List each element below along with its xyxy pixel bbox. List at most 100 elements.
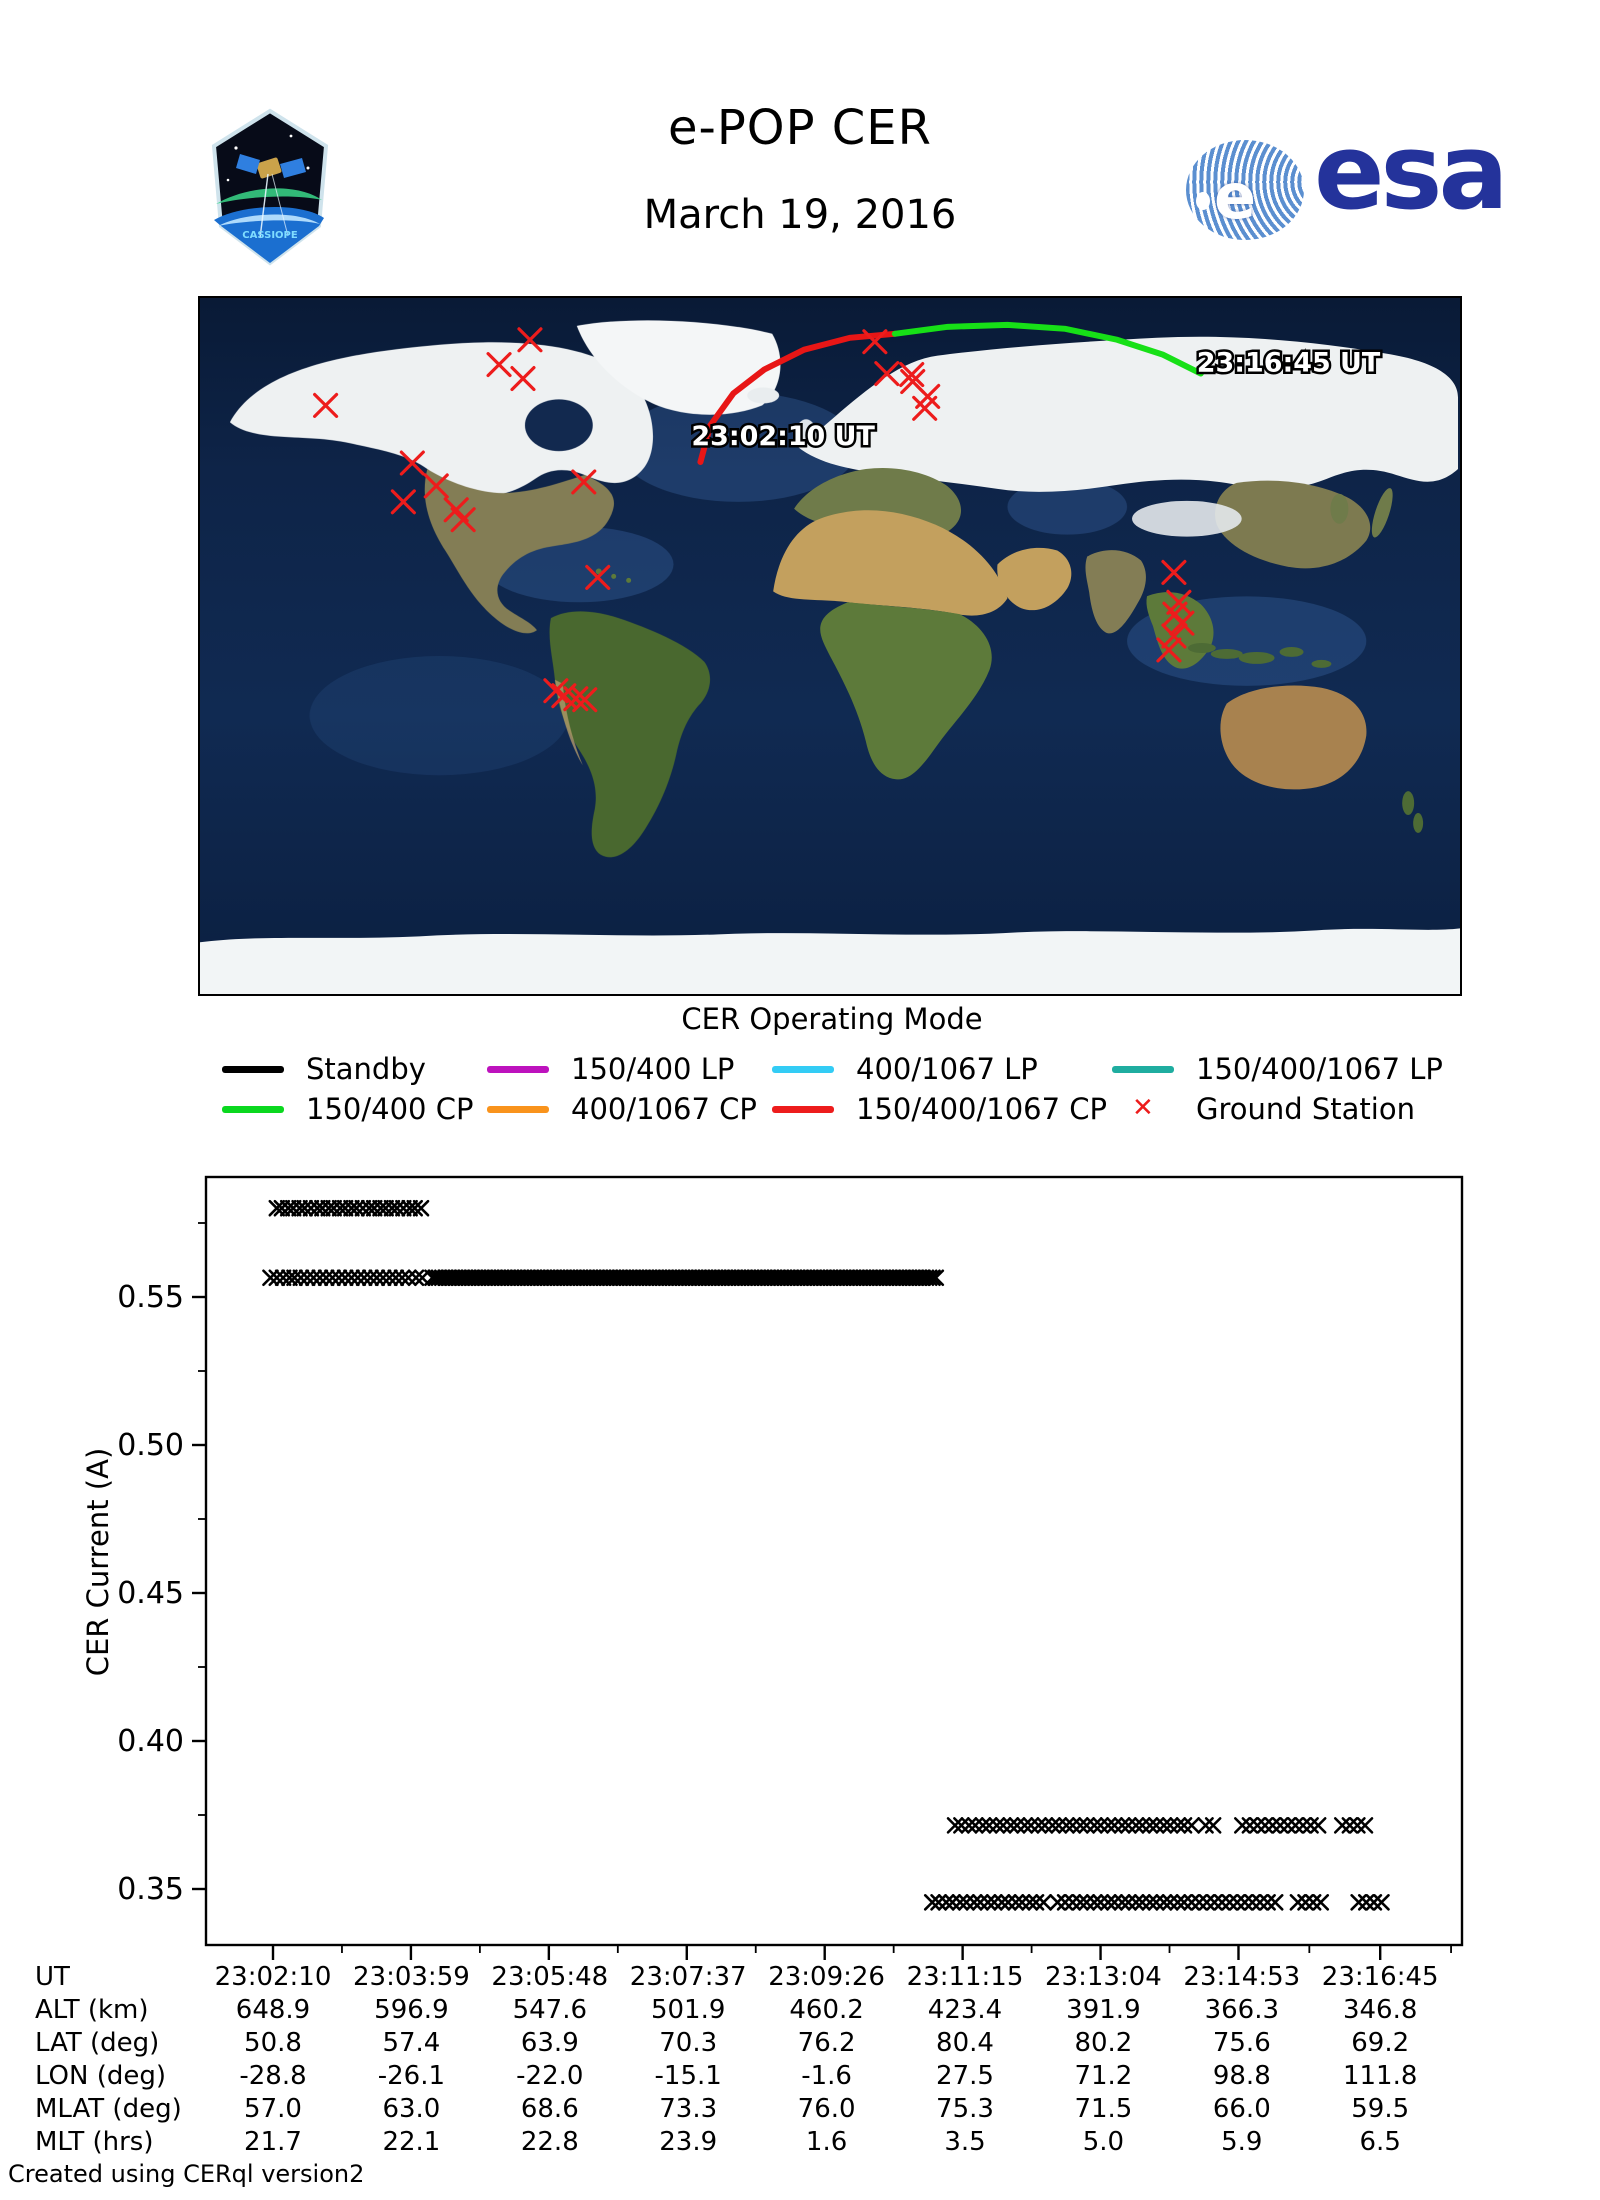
legend-item-label: 150/400 LP — [571, 1052, 735, 1086]
data-point — [360, 1199, 378, 1217]
table-cell: 76.2 — [797, 2028, 856, 2058]
table-cell: 27.5 — [936, 2061, 994, 2091]
table-cell: 70.3 — [659, 2028, 718, 2058]
data-point — [1279, 1817, 1297, 1834]
data-point — [1072, 1817, 1089, 1834]
data-point — [923, 1894, 941, 1911]
table-cell: 423.4 — [927, 1995, 1003, 2025]
data-point — [1141, 1817, 1159, 1834]
data-point — [262, 1269, 279, 1287]
table-cell: 5.0 — [1082, 2127, 1125, 2157]
table-cell: 75.3 — [936, 2094, 994, 2124]
data-point — [268, 1269, 286, 1287]
ground-station-marker — [390, 489, 416, 515]
data-point — [1035, 1894, 1052, 1911]
data-point — [1373, 1894, 1390, 1911]
data-point — [960, 1817, 978, 1834]
cassiope-patch-label: CASSIOPE — [242, 230, 298, 241]
data-point — [988, 1817, 1006, 1834]
data-point — [974, 1817, 992, 1834]
table-cell: 22.1 — [382, 2127, 441, 2157]
table-cell: 76.0 — [797, 2094, 856, 2124]
table-cell: 71.2 — [1074, 2061, 1133, 2091]
esa-globe-icon: e — [1186, 140, 1304, 240]
ground-station-marker — [899, 362, 925, 388]
ground-station-marker — [572, 687, 598, 713]
data-point — [1259, 1894, 1276, 1911]
plot-frame — [204, 1175, 1464, 1947]
data-point — [1236, 1894, 1254, 1911]
world-map: 23:02:10 UT 23:16:45 UT — [198, 296, 1462, 996]
data-point — [349, 1269, 367, 1287]
data-point — [343, 1199, 360, 1217]
data-point — [308, 1199, 326, 1217]
data-point — [927, 1269, 945, 1287]
legend-item-label: Standby — [306, 1052, 426, 1086]
table-cell: 98.8 — [1212, 2061, 1271, 2091]
table-cell: -28.8 — [239, 2061, 307, 2091]
data-point — [317, 1269, 335, 1287]
esa-globe-e: e — [1214, 160, 1257, 233]
legend-line-swatch — [772, 1066, 834, 1073]
data-point — [320, 1199, 337, 1217]
data-point — [314, 1199, 331, 1217]
table-cell: 1.6 — [805, 2127, 848, 2157]
legend-item-label: 150/400/1067 LP — [1196, 1052, 1443, 1086]
track-time-label: 23:16:45 UT — [1197, 348, 1381, 379]
ground-station-marker — [563, 686, 589, 712]
data-point — [1127, 1817, 1145, 1834]
ground-station-marker — [313, 392, 339, 418]
table-cell: 80.2 — [1074, 2028, 1133, 2058]
data-point — [374, 1269, 392, 1287]
ground-station-marker — [423, 473, 449, 499]
data-point — [383, 1199, 401, 1217]
data-point — [331, 1199, 349, 1217]
legend-title: CER Operating Mode — [681, 1002, 983, 1036]
data-point — [286, 1269, 303, 1287]
table-cell: 23:02:10 — [214, 1962, 332, 1992]
table-cell: 68.6 — [520, 2094, 579, 2124]
table-cell: 23:11:15 — [906, 1962, 1024, 1992]
data-point — [1099, 1817, 1117, 1834]
table-row-label: ALT (km) — [35, 1995, 149, 2025]
ground-station-marker — [486, 352, 512, 378]
data-point — [372, 1199, 389, 1217]
table-cell: 596.9 — [374, 1995, 449, 2025]
data-point — [305, 1269, 322, 1287]
data-point — [1333, 1817, 1351, 1834]
table-row-label: LAT (deg) — [35, 2028, 160, 2058]
data-point — [1241, 1817, 1259, 1834]
ground-station-marker — [510, 366, 536, 392]
data-point — [1302, 1817, 1319, 1834]
data-point — [302, 1199, 320, 1217]
data-point — [1233, 1817, 1251, 1834]
legend-item-label: 400/1067 CP — [571, 1092, 757, 1126]
track-segment — [697, 330, 898, 466]
table-cell: 23:07:37 — [629, 1962, 747, 1992]
data-point — [281, 1269, 298, 1287]
legend-line-swatch — [772, 1106, 834, 1113]
ground-station-marker — [399, 450, 425, 476]
legend-x-marker-icon: ✕ — [1132, 1093, 1154, 1123]
ground-station-marker — [1161, 623, 1187, 649]
table-cell: 80.4 — [936, 2028, 994, 2058]
data-point — [336, 1269, 354, 1287]
data-point — [1266, 1894, 1284, 1911]
data-point — [401, 1199, 418, 1217]
table-cell: 63.9 — [520, 2028, 579, 2058]
data-point — [291, 1199, 308, 1217]
data-point — [1007, 1894, 1025, 1911]
data-point — [273, 1199, 291, 1217]
data-point — [1030, 1817, 1047, 1834]
ground-station-marker — [1156, 637, 1182, 663]
table-cell: -22.0 — [516, 2061, 584, 2091]
table-cell: -1.6 — [801, 2061, 852, 2091]
data-point — [1271, 1817, 1289, 1834]
ground-station-marker — [585, 564, 611, 590]
data-point — [946, 1817, 964, 1834]
legend-line-swatch — [222, 1066, 284, 1073]
data-point — [1155, 1817, 1173, 1834]
table-cell: 59.5 — [1351, 2094, 1410, 2124]
data-point — [279, 1199, 297, 1217]
